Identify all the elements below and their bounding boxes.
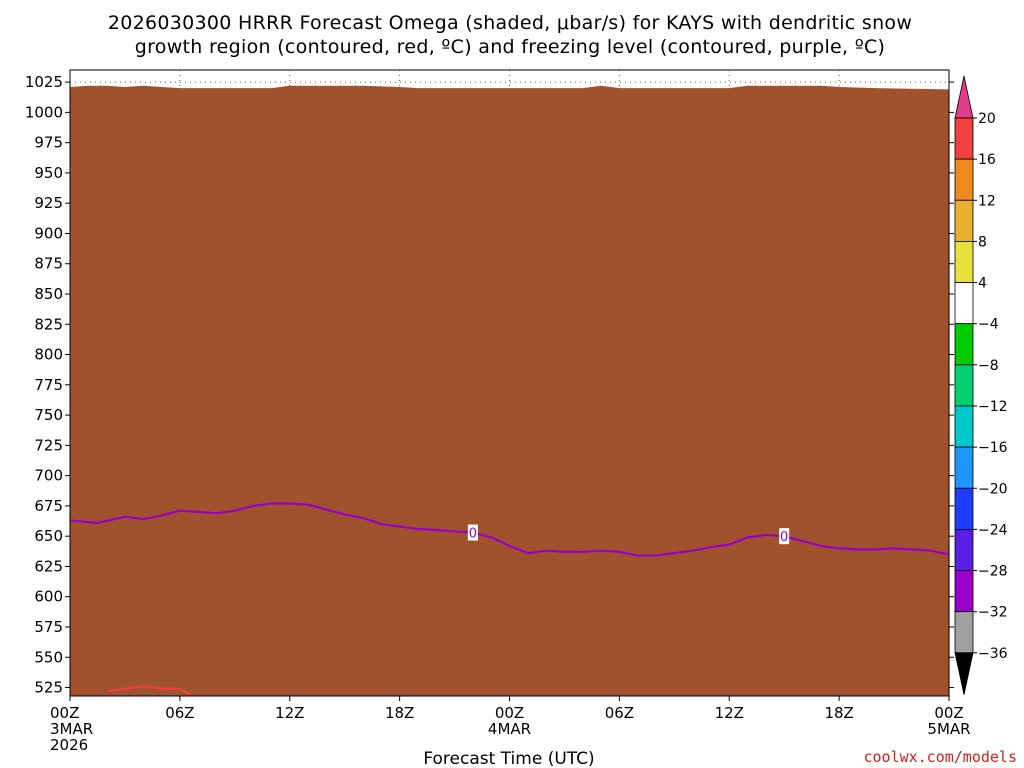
y-tick-label: 1000 bbox=[25, 103, 63, 121]
colorbar-swatch bbox=[954, 570, 974, 613]
y-tick-label: 675 bbox=[34, 497, 63, 515]
colorbar-swatch bbox=[954, 611, 974, 654]
y-tick-label: 800 bbox=[34, 346, 63, 364]
colorbar-label: −16 bbox=[978, 440, 1008, 456]
colorbar-label: −24 bbox=[978, 522, 1008, 538]
colorbar-label: 16 bbox=[978, 152, 996, 168]
surface-terrain bbox=[70, 85, 949, 696]
freezing-level-label: 0 bbox=[780, 530, 788, 545]
x-tick-label: 12Z bbox=[715, 704, 744, 722]
colorbar-label: 12 bbox=[978, 193, 996, 209]
x-tick-label: 06Z bbox=[165, 704, 194, 722]
colorbar-swatch bbox=[954, 529, 974, 571]
y-tick-label: 850 bbox=[34, 285, 63, 303]
y-tick-label: 1025 bbox=[25, 73, 63, 91]
y-tick-label: 875 bbox=[34, 255, 63, 273]
colorbar-swatch bbox=[954, 487, 974, 530]
y-tick-label: 700 bbox=[34, 467, 63, 485]
colorbar-swatch bbox=[954, 364, 974, 407]
freezing-label-bg bbox=[779, 528, 790, 545]
y-tick-label: 975 bbox=[34, 134, 63, 152]
colorbar-swatch bbox=[954, 199, 974, 242]
freezing-level-label: 0 bbox=[469, 527, 477, 542]
y-tick-label: 825 bbox=[34, 315, 63, 333]
colorbar-label: −4 bbox=[978, 317, 999, 333]
y-tick-label: 775 bbox=[34, 376, 63, 394]
x-tick-label: 18Z bbox=[385, 704, 414, 722]
x-tick-year: 2026 bbox=[50, 736, 88, 754]
x-tick-date: 3MAR bbox=[50, 720, 93, 738]
colorbar-label: −32 bbox=[978, 605, 1008, 621]
colorbar-label: −20 bbox=[978, 481, 1008, 497]
x-tick-label: 00Z bbox=[50, 704, 79, 722]
colorbar-label: −12 bbox=[978, 399, 1008, 415]
x-tick-label: 06Z bbox=[605, 704, 634, 722]
y-tick-label: 925 bbox=[34, 194, 63, 212]
y-axis: 525 550 575 600 625 650 675 700 725 750 775 800 825 8… bbox=[25, 73, 954, 697]
colorbar-label: 4 bbox=[978, 276, 987, 292]
surface-fill bbox=[70, 85, 949, 696]
colorbar-swatch bbox=[954, 282, 974, 325]
colorbar-swatch bbox=[954, 446, 974, 489]
y-tick-label: 950 bbox=[34, 164, 63, 182]
freezing-level-line bbox=[70, 502, 949, 557]
colorbar-swatch bbox=[954, 405, 974, 448]
colorbar-label: 20 bbox=[978, 111, 996, 127]
colorbar-top-arrow bbox=[954, 75, 974, 119]
x-tick-label: 12Z bbox=[275, 704, 304, 722]
colorbar-swatch bbox=[954, 323, 974, 366]
colorbar-label: 8 bbox=[978, 234, 987, 250]
y-tick-label: 600 bbox=[34, 588, 63, 606]
y-tick-label: 550 bbox=[34, 648, 63, 666]
x-tick-label: 00Z bbox=[495, 704, 524, 722]
x-tick-date: 4MAR bbox=[488, 720, 531, 738]
source-credit: coolwx.com/models bbox=[863, 748, 1017, 766]
chart-title-line-2: growth region (contoured, red, ºC) and f… bbox=[135, 36, 886, 58]
x-tick-date: 5MAR bbox=[927, 720, 970, 738]
colorbar-swatch bbox=[954, 117, 974, 160]
chart-title-line-1: 2026030300 HRRR Forecast Omega (shaded, … bbox=[108, 12, 912, 34]
colorbar-bottom-arrow bbox=[954, 652, 974, 695]
dendritic-growth-line bbox=[108, 685, 192, 696]
freezing-label-bg bbox=[467, 524, 478, 541]
y-tick-label: 525 bbox=[34, 679, 63, 697]
colorbar-swatch bbox=[954, 241, 974, 283]
colorbar-label: −8 bbox=[978, 358, 999, 374]
colorbar-swatch bbox=[954, 158, 974, 201]
y-tick-label: 650 bbox=[34, 527, 63, 545]
x-tick-label: 18Z bbox=[824, 704, 853, 722]
colorbar: 20 16 12 8 4 −4 −8 −12 −16 −20 −24 −28 −32 −36 bbox=[954, 75, 1008, 695]
y-tick-label: 725 bbox=[34, 436, 63, 454]
colorbar-label: −28 bbox=[978, 564, 1008, 580]
y-tick-label: 625 bbox=[34, 557, 63, 575]
y-tick-label: 575 bbox=[34, 618, 63, 636]
y-tick-label: 900 bbox=[34, 224, 63, 242]
y-tick-label: 750 bbox=[34, 406, 63, 424]
x-axis-label: Forecast Time (UTC) bbox=[423, 749, 594, 768]
x-tick-label: 00Z bbox=[934, 704, 963, 722]
colorbar-label: −36 bbox=[978, 646, 1008, 662]
